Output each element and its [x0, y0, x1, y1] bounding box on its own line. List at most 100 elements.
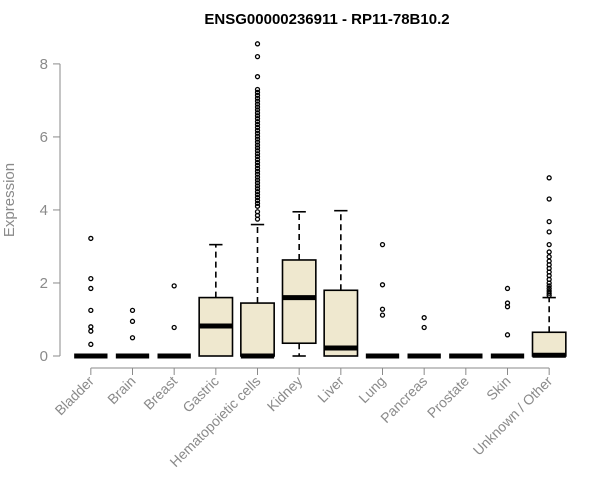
outlier-point: [254, 216, 261, 222]
outlier-point: [254, 133, 261, 139]
outlier-point: [254, 101, 261, 107]
outlier-point: [129, 318, 136, 324]
outlier-point: [129, 335, 136, 341]
box-group: [74, 41, 567, 359]
outlier-point: [254, 174, 261, 180]
outlier-point: [546, 283, 552, 289]
outlier-point: [88, 285, 94, 292]
outlier-point: [379, 306, 386, 312]
y-axis-label: Expression: [1, 163, 18, 237]
y-axis: 0 2 4 6 8: [40, 56, 61, 365]
outlier-point: [88, 275, 94, 282]
x-tick-label: Brain: [104, 373, 138, 407]
box-pancreas: [407, 315, 441, 359]
outlier-point: [254, 171, 261, 177]
box-lung: [365, 241, 400, 359]
outlier-point: [129, 307, 136, 314]
x-tick-label: Breast: [140, 373, 180, 413]
outlier-point: [254, 89, 261, 96]
outlier-point: [546, 196, 552, 202]
outlier-point: [254, 142, 261, 148]
outlier-point: [254, 86, 261, 93]
outlier-point: [88, 235, 94, 242]
outlier-point: [546, 241, 552, 248]
outlier-point: [254, 53, 261, 60]
outlier-point: [254, 186, 261, 192]
outlier-point: [171, 324, 177, 331]
outlier-point: [254, 139, 261, 145]
outlier-point: [421, 324, 427, 331]
box-skin: [490, 285, 525, 359]
outlier-point: [254, 130, 261, 136]
y-tick-label: 2: [40, 275, 48, 292]
box-brain: [115, 307, 150, 359]
outlier-point: [254, 145, 261, 151]
outlier-point: [254, 127, 261, 134]
box-unknown-other: [531, 175, 567, 358]
outlier-point: [88, 328, 94, 334]
outlier-point: [254, 200, 261, 207]
y-tick-label: 8: [40, 56, 48, 73]
box-breast: [157, 283, 191, 359]
outlier-point: [254, 156, 261, 163]
outlier-point: [546, 292, 552, 299]
x-tick-label: Kidney: [264, 373, 306, 415]
outlier-point: [379, 241, 386, 248]
box-kidney: [281, 210, 317, 357]
outlier-point: [546, 249, 552, 255]
outlier-point: [254, 168, 261, 174]
outlier-point: [254, 104, 261, 110]
x-tick-label: Liver: [314, 373, 347, 406]
outlier-point: [504, 285, 511, 292]
outlier-point: [254, 118, 261, 125]
outlier-point: [88, 307, 94, 314]
outlier-point: [254, 95, 261, 101]
chart-title: ENSG00000236911 - RP11-78B10.2: [204, 11, 449, 28]
x-tick-label: Prostate: [424, 373, 472, 421]
outlier-point: [546, 285, 552, 292]
outlier-point: [254, 162, 261, 169]
outlier-point: [504, 304, 511, 310]
box-bladder: [74, 235, 108, 359]
outlier-point: [254, 113, 261, 119]
y-tick-label: 4: [40, 202, 48, 219]
outlier-point: [254, 41, 261, 47]
y-tick-label: 0: [40, 348, 48, 365]
outlier-point: [88, 341, 94, 347]
outlier-point: [254, 92, 261, 98]
outlier-point: [254, 98, 261, 104]
box-hematopoietic-cells: [240, 41, 275, 359]
outlier-point: [254, 153, 261, 160]
outlier-point: [254, 159, 261, 166]
x-tick-label: Unknown / Other: [470, 373, 556, 459]
outlier-point: [504, 332, 511, 338]
x-tick-label: Skin: [483, 373, 514, 404]
outlier-point: [254, 121, 261, 128]
outlier-point: [379, 282, 386, 288]
outlier-point: [254, 116, 261, 122]
box-body: [531, 331, 567, 357]
outlier-point: [254, 183, 261, 189]
outlier-point: [254, 180, 261, 186]
box-body: [240, 302, 275, 357]
outlier-point: [254, 151, 261, 157]
outlier-point: [88, 324, 94, 330]
outlier-point: [546, 229, 552, 235]
outlier-point: [254, 136, 261, 142]
outlier-point: [254, 148, 261, 154]
box-gastric: [198, 243, 234, 357]
outlier-point: [254, 107, 261, 113]
outlier-point: [254, 189, 261, 195]
x-tick-label: Lung: [355, 373, 388, 406]
outlier-point: [254, 197, 261, 204]
box-body: [281, 259, 317, 345]
outlier-point: [546, 175, 552, 181]
outlier-point: [546, 290, 552, 296]
outlier-point: [546, 280, 552, 286]
outlier-point: [171, 283, 177, 289]
outlier-point: [254, 74, 261, 80]
y-tick-label: 6: [40, 129, 48, 146]
outlier-point: [421, 315, 427, 321]
